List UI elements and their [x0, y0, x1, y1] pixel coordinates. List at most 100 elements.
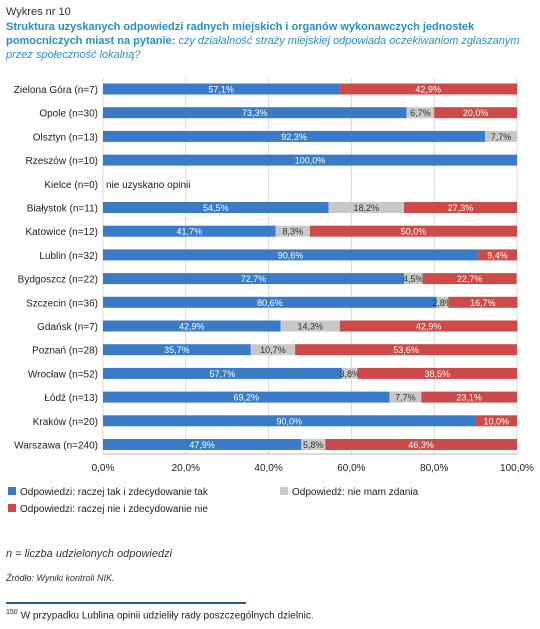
category-label: Bydgoszcz (n=22)	[18, 275, 98, 286]
bar-segment	[357, 367, 517, 379]
data-label: 10,0%	[484, 416, 510, 426]
n-definition: n = liczba udzielonych odpowiedzi	[6, 548, 173, 560]
bar-segment	[478, 249, 517, 261]
category-label: Poznań (n=28)	[32, 346, 98, 357]
bar-segment	[422, 273, 517, 285]
category-label: Olsztyn (n=13)	[33, 132, 98, 143]
data-label: 10,7%	[260, 345, 286, 355]
bar-segment	[341, 367, 358, 379]
bar-segment	[103, 344, 251, 356]
bar-segment	[325, 439, 517, 450]
data-label: 54,5%	[203, 203, 229, 213]
data-label: 57,7%	[210, 369, 236, 379]
legend-label: Odpowiedzi: raczej tak i zdecydowanie ta…	[20, 487, 209, 498]
title-text: Struktura uzyskanych odpowiedzi radnych …	[6, 21, 475, 47]
bar-segment	[103, 296, 437, 308]
data-label: 42,9%	[179, 322, 205, 332]
data-label: 18,2%	[354, 203, 380, 213]
bar-segment	[389, 391, 422, 403]
data-label: 8,3%	[283, 227, 304, 237]
bar-segment	[103, 367, 342, 379]
figure-label: Wykres nr 10	[6, 6, 71, 18]
legend-swatch	[280, 487, 288, 495]
category-label: Gdańsk (n=7)	[37, 322, 98, 333]
bar-segment	[103, 391, 390, 403]
data-label: 46,3%	[408, 440, 434, 450]
bar-segment	[103, 320, 281, 332]
annotation-text: nie uzyskano opinii	[106, 180, 191, 191]
data-label: 100,0%	[295, 156, 326, 166]
bar-segment	[310, 225, 517, 237]
bar-segment	[250, 344, 296, 356]
data-label: 35,7%	[164, 345, 190, 355]
data-label: 23,1%	[456, 393, 482, 403]
category-label: Kraków (n=20)	[33, 417, 98, 428]
bar-segment	[328, 202, 404, 213]
data-label: 14,3%	[297, 322, 323, 332]
category-label: Wrocław (n=52)	[28, 369, 98, 380]
data-label: 90,6%	[278, 250, 304, 260]
bar-segment	[103, 415, 476, 427]
data-label: 4,5%	[403, 274, 424, 284]
bar-segment	[103, 249, 479, 261]
data-label: 57,1%	[208, 85, 234, 95]
data-label: 5,8%	[303, 440, 324, 450]
x-tick-label: 40,0%	[254, 463, 282, 474]
data-label: 22,7%	[457, 274, 483, 284]
bar-segment	[475, 415, 517, 427]
x-tick-label: 0,0%	[92, 463, 115, 474]
x-tick-label: 60,0%	[337, 463, 365, 474]
data-label: 38,5%	[425, 369, 451, 379]
bar-segment	[103, 439, 302, 450]
data-label: 47,9%	[189, 440, 215, 450]
title-question: czy działalność straży miejskiej odpowia…	[6, 35, 520, 61]
data-label: 7,7%	[395, 393, 416, 403]
data-label: 50,0%	[401, 227, 427, 237]
data-label: 69,2%	[233, 393, 259, 403]
data-label: 20,0%	[463, 108, 489, 118]
x-tick-label: 100,0%	[500, 463, 534, 474]
data-label: 6,7%	[410, 108, 431, 118]
bar-segment	[103, 130, 486, 142]
data-label: 53,6%	[393, 345, 419, 355]
bar-segment	[339, 320, 518, 332]
data-label: 7,7%	[491, 132, 512, 142]
data-label: 42,9%	[415, 85, 441, 95]
category-label: Warszawa (n=240)	[14, 441, 98, 452]
bar-segment	[280, 320, 340, 332]
legend-swatch	[8, 504, 16, 512]
bar-segment	[103, 154, 517, 166]
category-label: Łódź (n=13)	[44, 393, 98, 404]
source-note: Źródło: Wyniki kontroli NIK.	[6, 573, 115, 583]
data-label: 73,3%	[242, 108, 268, 118]
data-label: 9,4%	[487, 250, 508, 260]
stacked-bar-chart: 0,0% 20,0% 40,0% 60,0% 80,0% 100,0% Zielona Gó…	[8, 78, 534, 515]
category-label: Lublin (n=32)	[39, 251, 98, 262]
bar-segment	[103, 202, 329, 213]
category-label: Białystok (n=11)	[27, 204, 98, 215]
bar-segment	[295, 344, 517, 356]
category-label: Opole (n=30)	[39, 109, 98, 120]
legend-swatch	[8, 487, 16, 495]
bar-segment	[103, 107, 407, 119]
bar-segment	[421, 391, 517, 403]
footnote: 150 W przypadku Lublina opinii udzieliły …	[6, 609, 314, 621]
data-label: 90,0%	[277, 416, 303, 426]
data-label: 92,3%	[281, 132, 307, 142]
footnote-number: 150	[6, 609, 18, 616]
data-label: 41,7%	[177, 227, 203, 237]
legend-label: Odpowiedzi: raczej nie i zdecydowanie ni…	[20, 504, 208, 515]
bar-segment	[339, 83, 517, 95]
data-label: 42,9%	[416, 322, 442, 332]
bar-segment	[406, 107, 435, 119]
x-tick-label: 80,0%	[420, 463, 448, 474]
bar-segment	[403, 273, 423, 285]
bar-segment	[403, 202, 517, 213]
data-label: 2,8%	[432, 298, 453, 308]
bar-segment	[103, 225, 276, 237]
data-label: 27,3%	[448, 203, 474, 213]
bar-segment	[275, 225, 310, 237]
category-label: Zielona Góra (n=7)	[14, 85, 98, 96]
data-label: 16,7%	[470, 298, 496, 308]
data-label: 72,7%	[241, 274, 267, 284]
